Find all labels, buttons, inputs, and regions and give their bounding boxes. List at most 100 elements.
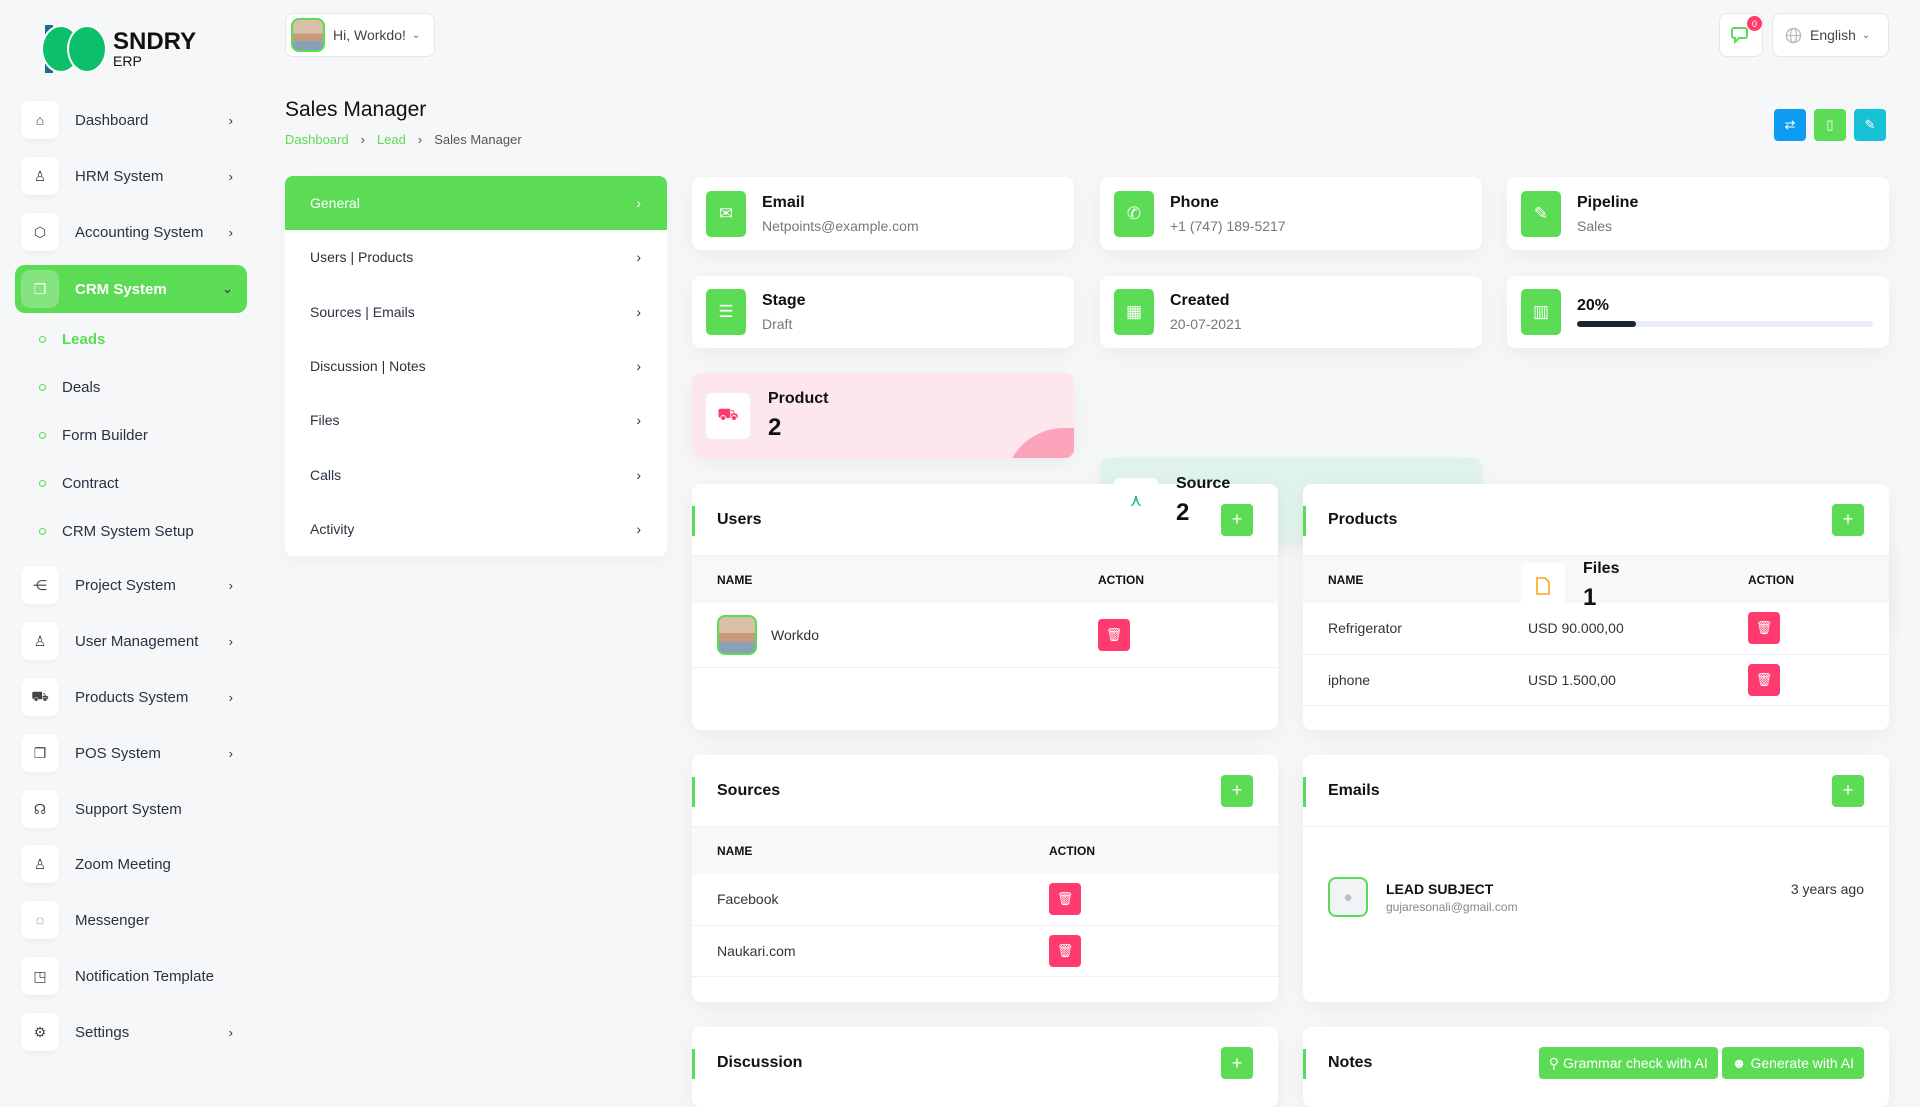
menu-general[interactable]: General ›	[285, 176, 667, 231]
sidebar-item-crm[interactable]: ❐ CRM System ⌄	[15, 265, 247, 313]
progress-bar-fill	[1577, 321, 1637, 327]
pipeline-card: ✎ Pipeline Sales	[1507, 177, 1889, 250]
users-panel: Users + NAME ACTION Workdo 🗑︎	[692, 484, 1278, 730]
table-row: Refrigerator USD 90.000,00 🗑︎	[1303, 603, 1889, 655]
user-placeholder-icon: ●	[1328, 877, 1368, 917]
sidebar-sub-contract[interactable]: Contract	[39, 475, 119, 492]
product-count-card: ⛟ Product 2	[692, 373, 1074, 458]
mail-icon: ✉	[706, 190, 746, 237]
breadcrumb-lead[interactable]: Lead	[376, 132, 406, 147]
phone-icon: ✆	[1114, 190, 1154, 237]
convert-button[interactable]: ⇄	[1774, 109, 1806, 141]
sources-panel: Sources + NAME ACTION Facebook 🗑︎ Naukari.c…	[692, 755, 1278, 1002]
bar-chart-icon: ▥	[1521, 289, 1561, 335]
chevron-right-icon: ›	[228, 1024, 233, 1040]
menu-files[interactable]: Files ›	[310, 412, 641, 429]
user-menu-button[interactable]: Hi, Workdo! ⌄	[285, 13, 435, 57]
notification-badge: 0	[1747, 16, 1762, 31]
stage-icon: ☰	[706, 289, 746, 335]
delete-button[interactable]: 🗑︎	[1748, 612, 1780, 645]
delete-button[interactable]: 🗑︎	[1748, 663, 1780, 696]
sidebar-item-settings[interactable]: ⚙ Settings ›	[15, 1008, 247, 1056]
pencil-icon: ✎	[1864, 117, 1876, 132]
edit-button[interactable]: ✎	[1854, 109, 1886, 141]
add-email-button[interactable]: +	[1832, 774, 1864, 807]
sidebar-item-messenger[interactable]: ◌ Messenger	[15, 896, 247, 944]
language-select[interactable]: English ⌄	[1772, 13, 1889, 57]
chevron-right-icon: ›	[636, 466, 641, 483]
chevron-right-icon: ›	[228, 112, 233, 128]
sidebar-item-project[interactable]: ⋲ Project System ›	[15, 561, 247, 609]
add-product-button[interactable]: +	[1832, 503, 1864, 536]
bookmark-icon: ▯	[1826, 117, 1834, 132]
chevron-down-icon: ⌄	[411, 29, 421, 41]
table-row: Facebook 🗑︎	[692, 874, 1278, 926]
robot-icon: ☻	[1731, 1055, 1747, 1071]
chevron-right-icon: ›	[636, 249, 641, 266]
sidebar-sub-leads[interactable]: Leads	[39, 331, 105, 348]
chevron-right-icon: ›	[636, 412, 641, 429]
sidebar-item-user-management[interactable]: ♙ User Management ›	[15, 617, 247, 665]
cart-icon: ⛟	[21, 678, 59, 716]
sidebar-item-zoom[interactable]: ♙ Zoom Meeting	[15, 840, 247, 888]
chevron-right-icon: ›	[228, 633, 233, 649]
table-row: Naukari.com 🗑︎	[692, 925, 1278, 977]
search-icon: ⚲	[1548, 1054, 1560, 1071]
menu-calls[interactable]: Calls ›	[310, 466, 641, 483]
user-check-icon: ♙	[21, 845, 59, 883]
add-user-button[interactable]: +	[1221, 503, 1253, 536]
sidebar-item-products[interactable]: ⛟ Products System ›	[15, 673, 247, 721]
trash-icon: 🗑︎	[1105, 626, 1123, 642]
emails-panel: Emails + ● LEAD SUBJECT gujaresonali@gmail…	[1303, 755, 1889, 1002]
menu-sources-emails[interactable]: Sources | Emails ›	[310, 303, 641, 320]
delete-button[interactable]: 🗑︎	[1098, 618, 1130, 651]
messages-button[interactable]: 0	[1719, 13, 1763, 57]
bookmark-button[interactable]: ▯	[1814, 109, 1846, 141]
generate-ai-button[interactable]: ☻ Generate with AI	[1721, 1047, 1864, 1079]
notes-panel: Notes ⚲ Grammar check with AI ☻ Generate wi…	[1303, 1027, 1889, 1107]
trash-icon: 🗑︎	[1755, 671, 1773, 687]
lead-section-menu: General › Users | Products › Sources | Ema…	[285, 176, 667, 557]
pencil-icon: ✎	[1521, 190, 1561, 237]
sidebar-sub-crm-setup[interactable]: CRM System Setup	[39, 523, 194, 540]
user-icon: ♙	[21, 157, 59, 195]
chevron-right-icon: ›	[228, 745, 233, 761]
avatar	[291, 18, 325, 52]
sidebar-item-notification-template[interactable]: ◳ Notification Template	[15, 952, 247, 1000]
breadcrumb-dashboard[interactable]: Dashboard	[285, 132, 349, 147]
layers-icon: ❐	[21, 270, 59, 308]
breadcrumb-current: Sales Manager	[434, 132, 522, 147]
cart-icon: ⛟	[706, 392, 750, 439]
chevron-right-icon: ›	[228, 168, 233, 184]
chevron-right-icon: ›	[228, 689, 233, 705]
discussion-panel: Discussion +	[692, 1027, 1278, 1107]
trash-icon: 🗑︎	[1056, 942, 1074, 958]
add-discussion-button[interactable]: +	[1221, 1047, 1253, 1079]
chevron-down-icon: ⌄	[222, 281, 233, 296]
sidebar-item-accounting[interactable]: ⬡ Accounting System ›	[15, 208, 247, 256]
sidebar-sub-form-builder[interactable]: Form Builder	[39, 427, 148, 444]
sidebar-item-dashboard[interactable]: ⌂ Dashboard ›	[15, 96, 247, 144]
delete-button[interactable]: 🗑︎	[1049, 934, 1081, 967]
menu-discussion-notes[interactable]: Discussion | Notes ›	[310, 358, 641, 375]
add-source-button[interactable]: +	[1221, 774, 1253, 807]
sidebar-item-hrm[interactable]: ♙ HRM System ›	[15, 152, 247, 200]
logo[interactable]: SNDRY ERP	[41, 25, 196, 73]
menu-activity[interactable]: Activity ›	[310, 520, 641, 537]
sidebar-item-support[interactable]: ☊ Support System	[15, 785, 247, 833]
email-item[interactable]: ● LEAD SUBJECT gujaresonali@gmail.com 3 y…	[1303, 827, 1889, 917]
chevron-right-icon: ›	[636, 303, 641, 320]
trash-icon: 🗑︎	[1056, 891, 1074, 907]
users-icon: ♙	[21, 622, 59, 660]
email-card: ✉ Email Netpoints@example.com	[692, 177, 1074, 250]
delete-button[interactable]: 🗑︎	[1049, 883, 1081, 916]
notification-icon: ◳	[21, 957, 59, 995]
calendar-icon: ▦	[1114, 289, 1154, 335]
table-row: Workdo 🗑︎	[692, 603, 1278, 668]
sidebar-sub-deals[interactable]: Deals	[39, 379, 100, 396]
sidebar-item-pos[interactable]: ❐ POS System ›	[15, 729, 247, 777]
menu-users-products[interactable]: Users | Products ›	[310, 249, 641, 266]
home-icon: ⌂	[21, 101, 59, 139]
layers-icon: ❐	[21, 734, 59, 772]
grammar-check-button[interactable]: ⚲ Grammar check with AI	[1538, 1047, 1718, 1079]
